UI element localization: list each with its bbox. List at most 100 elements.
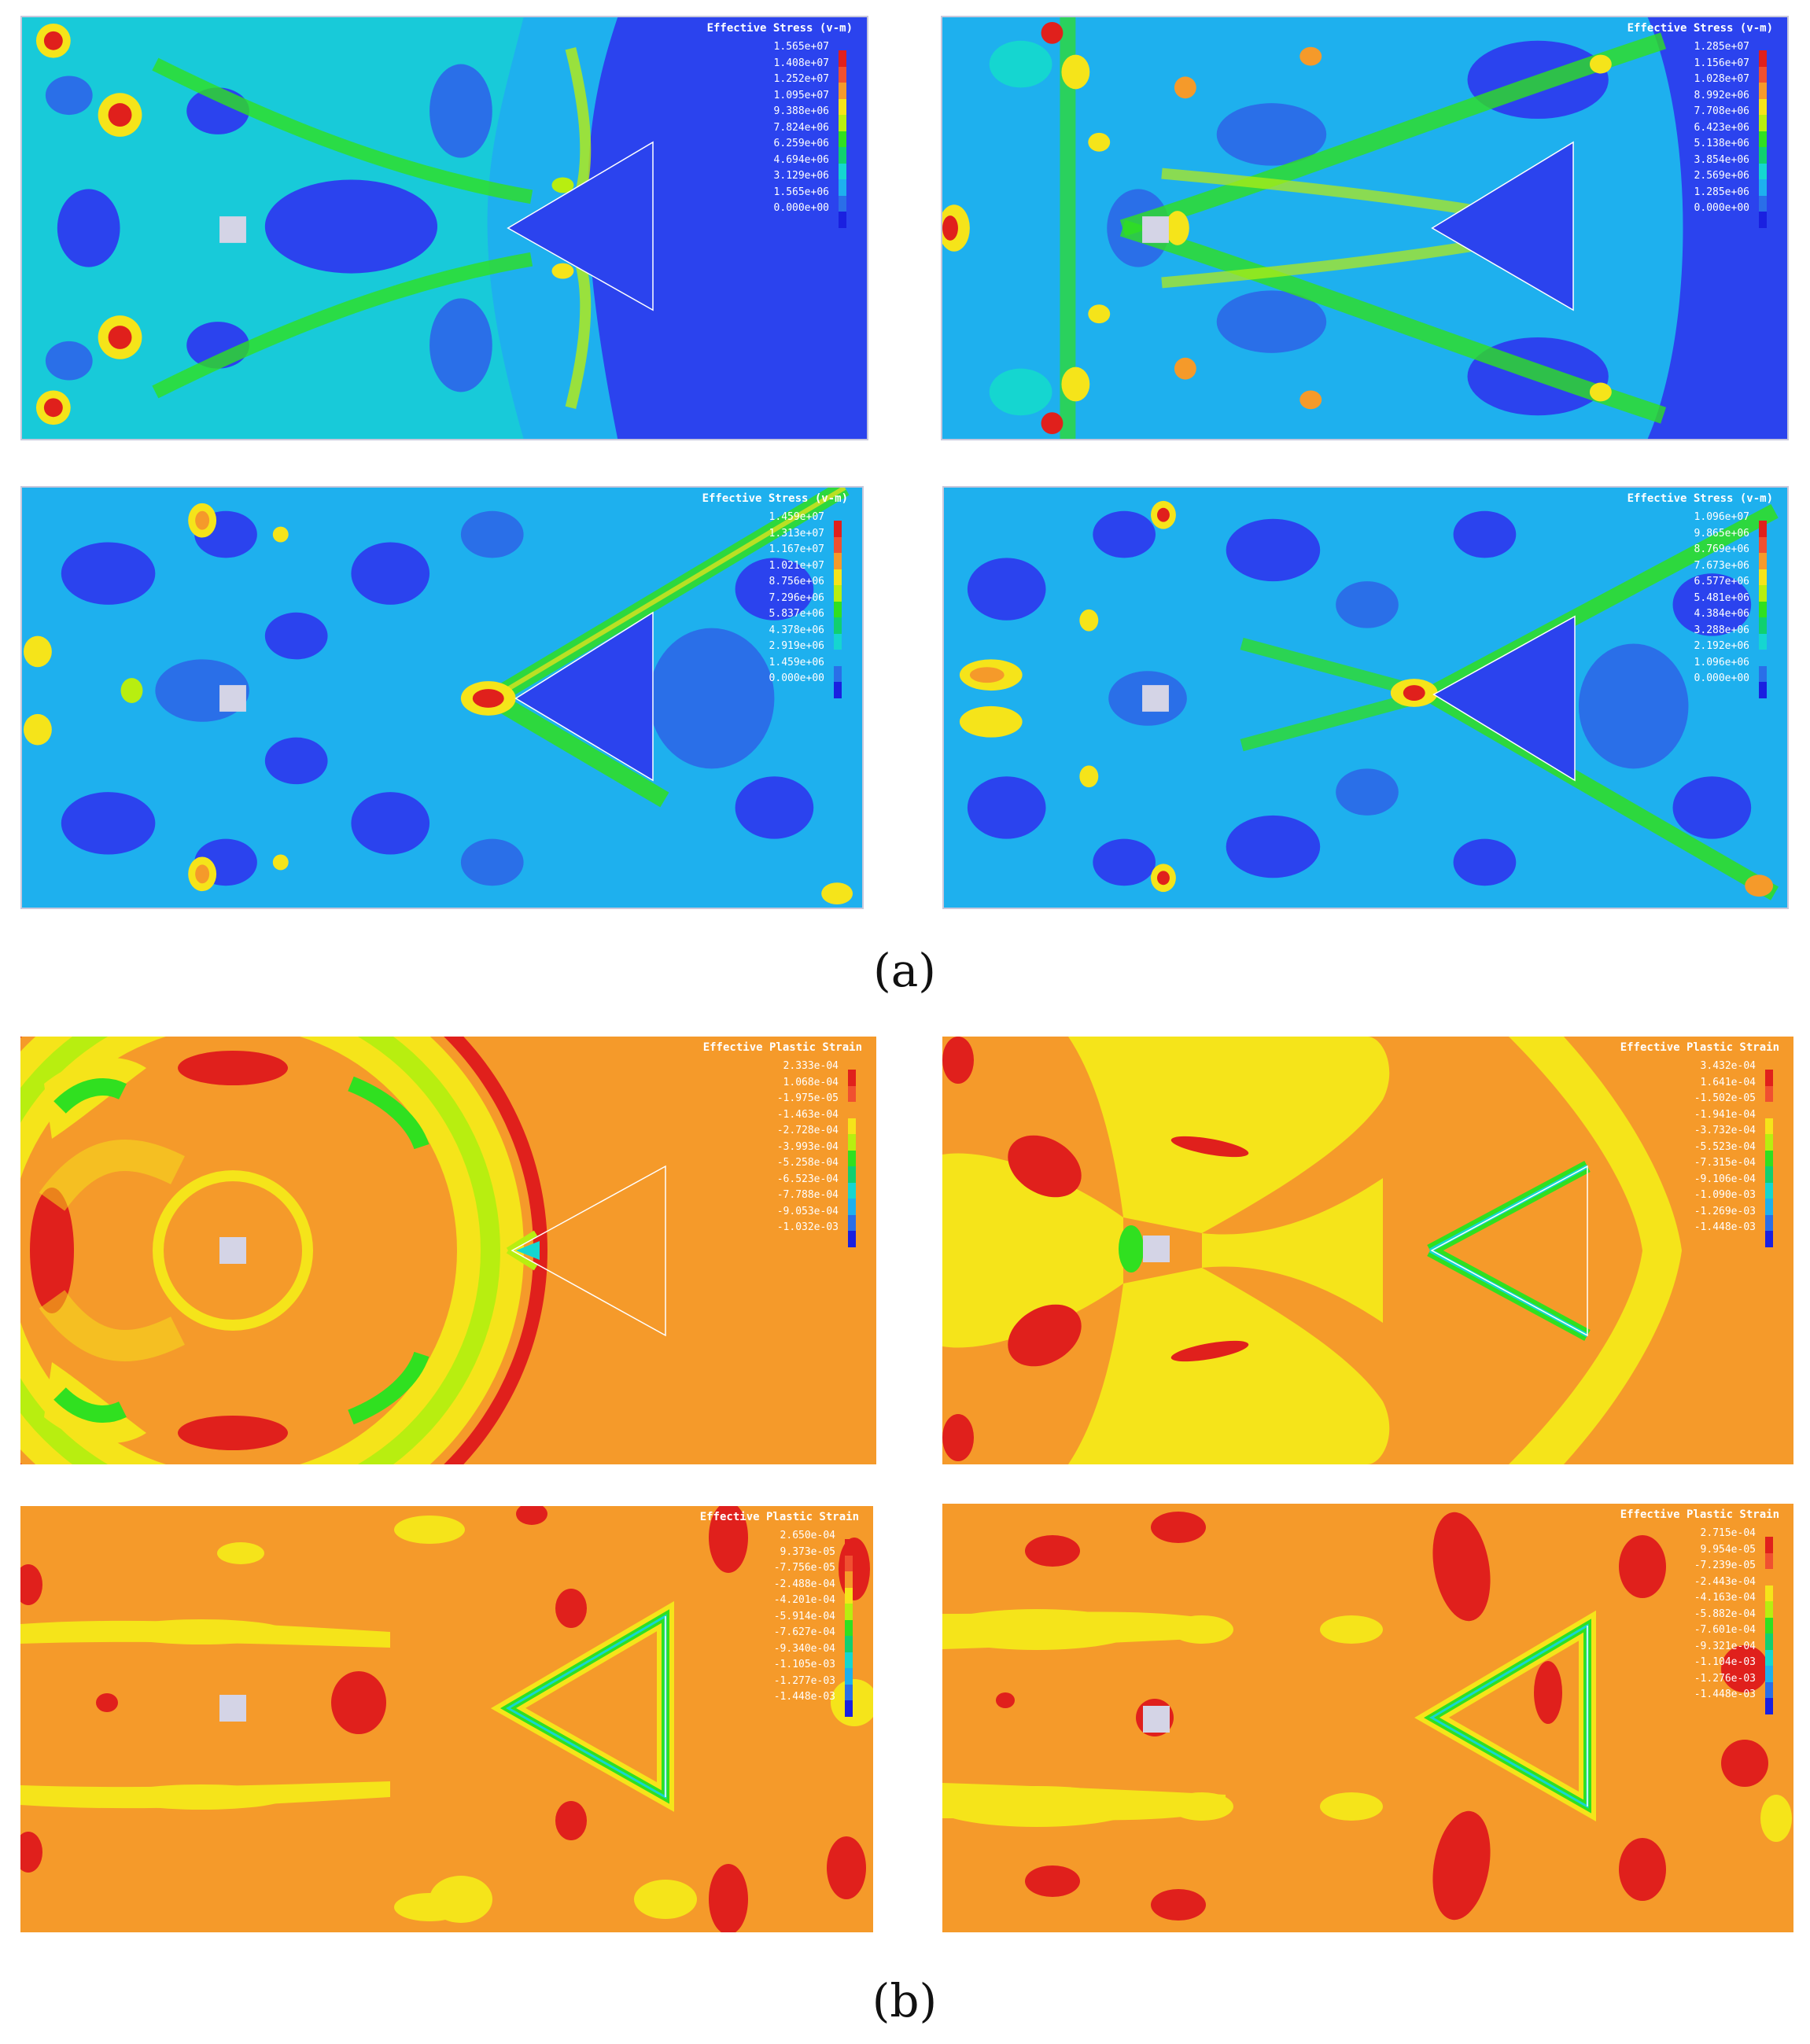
- legend-value: -1.269e-03: [1694, 1205, 1756, 1217]
- legend-swatch: [848, 1134, 856, 1151]
- legend-value: 6.423e+06: [1694, 121, 1749, 134]
- stress-contour-field: [22, 488, 862, 908]
- strain-contour-field: [20, 1506, 873, 1932]
- legend-swatch: [845, 1636, 853, 1652]
- legend-value: 3.288e+06: [1694, 624, 1749, 636]
- legend-swatch: [1765, 1681, 1773, 1698]
- stress-panel-1: Effective Stress (v-m) 1.565e+07 1.408e+…: [20, 16, 868, 440]
- legend-swatch: [845, 1539, 853, 1556]
- caption-a: (a): [873, 944, 936, 997]
- strain-panel-2: Effective Plastic Strain 3.432e-04 1.641…: [942, 1037, 1793, 1464]
- legend-value: 6.577e+06: [1694, 576, 1749, 587]
- legend-value: -3.732e-04: [1694, 1125, 1756, 1136]
- legend-swatch: [834, 682, 842, 698]
- legend-swatch: [839, 147, 846, 164]
- legend-value: -7.601e-04: [1694, 1624, 1756, 1636]
- legend-value: -9.053e-04: [776, 1205, 839, 1217]
- legend-swatch: [839, 66, 846, 83]
- legend-values: 1.565e+07 1.408e+07 1.252e+07 1.095e+07 …: [774, 39, 829, 217]
- legend-swatch: [839, 195, 846, 212]
- legend-value: -2.443e-04: [1694, 1575, 1756, 1588]
- legend-color-bar: [839, 50, 846, 228]
- legend-value: -5.523e-04: [1694, 1140, 1756, 1153]
- legend-value: 7.673e+06: [1694, 559, 1749, 572]
- stress-legend: Effective Stress (v-m) 1.459e+07 1.313e+…: [670, 492, 851, 698]
- legend-values: 2.650e-04 9.373e-05 -7.756e-05 -2.488e-0…: [774, 1528, 835, 1706]
- legend-value: 1.565e+06: [773, 186, 829, 198]
- legend-value: -1.448e-03: [1694, 1221, 1756, 1233]
- legend-swatch: [848, 1070, 856, 1086]
- stress-panel-2: Effective Stress (v-m) 1.285e+07 1.156e+…: [941, 16, 1789, 440]
- legend-value: -1.502e-05: [1694, 1092, 1756, 1104]
- legend-title: Effective Stress (v-m): [1627, 22, 1773, 35]
- legend-swatch: [848, 1166, 856, 1183]
- legend-swatch: [848, 1199, 856, 1215]
- legend-swatch: [839, 50, 846, 67]
- strain-legend: Effective Plastic Strain 2.650e-04 9.373…: [681, 1511, 862, 1717]
- legend-swatch: [839, 212, 846, 228]
- legend-value: -7.315e-04: [1694, 1157, 1756, 1169]
- strain-contour-field: [942, 1504, 1793, 1932]
- legend-value: 1.285e+07: [1694, 41, 1749, 53]
- legend-swatch: [1759, 553, 1767, 569]
- legend-swatch: [1759, 536, 1767, 553]
- legend-value: 1.252e+07: [773, 73, 829, 85]
- legend-value: 2.919e+06: [769, 640, 824, 652]
- legend-color-bar: [1765, 1070, 1773, 1247]
- legend-value: 1.565e+07: [773, 41, 829, 53]
- legend-color-bar: [848, 1070, 856, 1247]
- stress-panel-3: Effective Stress (v-m) 1.459e+07 1.313e+…: [20, 486, 864, 909]
- strain-contour-field: [20, 1037, 876, 1464]
- legend-value: 8.992e+06: [1694, 89, 1749, 101]
- legend-value: 9.865e+06: [1694, 527, 1749, 540]
- legend-value: -9.321e-04: [1694, 1640, 1756, 1652]
- legend-value: 4.378e+06: [769, 624, 824, 636]
- legend-value: 1.096e+06: [1694, 656, 1749, 668]
- legend-value: 1.156e+07: [1694, 57, 1749, 69]
- legend-value: 1.285e+06: [1694, 186, 1749, 198]
- legend-swatch: [848, 1085, 856, 1102]
- legend-swatch: [1765, 1150, 1773, 1166]
- legend-title: Effective Plastic Strain: [702, 1041, 862, 1054]
- legend-swatch: [845, 1684, 853, 1700]
- legend-value: 6.259e+06: [773, 138, 829, 149]
- legend-value: 2.192e+06: [1694, 640, 1749, 652]
- legend-value: 3.432e-04: [1700, 1060, 1756, 1072]
- strain-contour-field: [942, 1037, 1793, 1464]
- legend-value: 9.954e-05: [1700, 1543, 1756, 1556]
- legend-swatch: [839, 115, 846, 131]
- legend-swatch: [1759, 617, 1767, 634]
- legend-values: 1.285e+07 1.156e+07 1.028e+07 8.992e+06 …: [1694, 39, 1749, 217]
- legend-swatch: [1765, 1552, 1773, 1569]
- legend-value: -1.032e-03: [776, 1221, 839, 1233]
- legend-value: -1.975e-05: [776, 1092, 839, 1104]
- legend-value: -4.201e-04: [773, 1594, 835, 1606]
- legend-swatch: [845, 1604, 853, 1620]
- strain-panel-1: Effective Plastic Strain 2.333e-04 1.068…: [20, 1037, 876, 1464]
- legend-swatch: [839, 83, 846, 99]
- legend-value: -7.627e-04: [773, 1626, 835, 1638]
- legend-swatch: [1765, 1118, 1773, 1134]
- legend-value: -1.463e-04: [776, 1108, 839, 1121]
- legend-swatch: [834, 521, 842, 537]
- legend-value: 7.708e+06: [1694, 105, 1749, 117]
- strain-legend: Effective Plastic Strain 2.715e-04 9.954…: [1602, 1508, 1782, 1714]
- strain-panel-4: Effective Plastic Strain 2.715e-04 9.954…: [942, 1504, 1793, 1932]
- stress-legend: Effective Stress (v-m) 1.285e+07 1.156e+…: [1595, 22, 1776, 228]
- legend-swatch: [1759, 98, 1767, 115]
- legend-swatch: [1759, 650, 1767, 666]
- legend-swatch: [1765, 1569, 1773, 1585]
- legend-swatch: [1759, 585, 1767, 602]
- legend-swatch: [1759, 179, 1767, 196]
- legend-swatch: [1759, 569, 1767, 585]
- legend-value: 1.459e+07: [769, 511, 824, 523]
- legend-value: 7.824e+06: [773, 121, 829, 134]
- legend-swatch: [848, 1150, 856, 1166]
- legend-swatch: [834, 569, 842, 585]
- legend-swatch: [1765, 1070, 1773, 1086]
- legend-swatch: [1765, 1666, 1773, 1682]
- legend-value: 8.769e+06: [1694, 543, 1749, 555]
- legend-swatch: [848, 1231, 856, 1247]
- legend-swatch: [834, 553, 842, 569]
- legend-swatch: [834, 601, 842, 617]
